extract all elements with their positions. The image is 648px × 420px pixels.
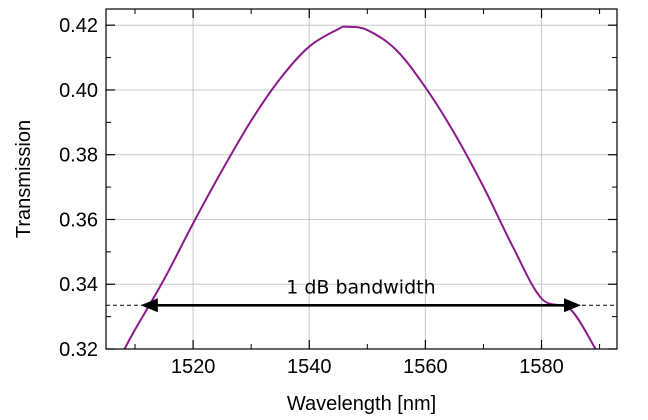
y-tick-label: 0.42: [59, 15, 98, 37]
y-tick-label: 0.34: [59, 274, 98, 296]
series-group: [123, 25, 597, 349]
bandwidth-label: 1 dB bandwidth: [286, 276, 435, 298]
x-tick-label: 1580: [519, 356, 564, 378]
y-tick-label: 0.40: [59, 80, 98, 102]
bandwidth-arrow-group: [140, 298, 581, 313]
labels: 1520 1540 1560 1580 0.32 0.34 0.36 0.38 0.40 0.42: [59, 15, 564, 378]
plot-frame: [105, 8, 618, 350]
bandwidth-arrowhead-left: [140, 298, 158, 313]
y-tick-label: 0.32: [59, 339, 98, 361]
bandwidth-arrowhead-right: [563, 298, 581, 313]
y-tick-label: 0.36: [59, 209, 98, 231]
x-tick-label: 1560: [403, 356, 448, 378]
x-tick-label: 1540: [287, 356, 332, 378]
y-tick-label: 0.38: [59, 145, 98, 167]
x-tick-label: 1520: [171, 356, 216, 378]
y-axis-title: Transmission: [13, 120, 35, 238]
x-axis-title: Wavelength [nm]: [287, 393, 436, 415]
transmission-curve: [123, 25, 597, 349]
